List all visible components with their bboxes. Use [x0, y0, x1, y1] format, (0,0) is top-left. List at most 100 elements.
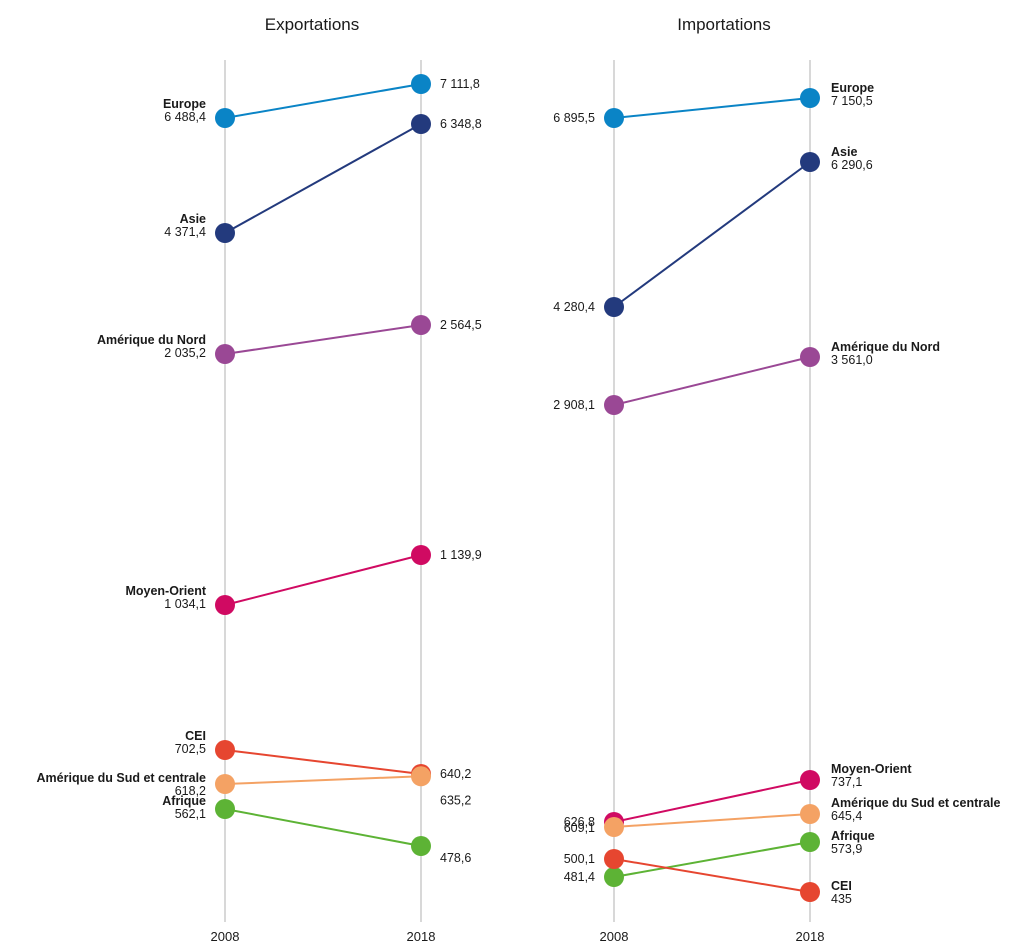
data-label: 609,1 — [564, 821, 595, 835]
data-label: 478,6 — [440, 851, 471, 865]
series-name-label: Asie — [831, 145, 857, 159]
data-label: 2 564,5 — [440, 318, 482, 332]
data-label: 4 371,4 — [164, 225, 206, 239]
data-label: 7 111,8 — [440, 77, 480, 91]
data-point — [800, 770, 820, 790]
data-label: 6 895,5 — [553, 111, 595, 125]
series-line — [613, 858, 811, 893]
data-point — [215, 799, 235, 819]
x-tick-label: 2008 — [211, 929, 240, 944]
data-point — [215, 223, 235, 243]
data-label: 702,5 — [175, 742, 206, 756]
series-line — [224, 324, 422, 355]
data-point — [604, 849, 624, 869]
x-tick-label: 2018 — [796, 929, 825, 944]
data-label: 3 561,0 — [831, 353, 873, 367]
series-line — [224, 749, 422, 775]
data-point — [411, 315, 431, 335]
data-label: 4 280,4 — [553, 300, 595, 314]
data-label: 481,4 — [564, 870, 595, 884]
data-label: 626,8 — [564, 815, 595, 829]
data-label: 1 034,1 — [164, 597, 206, 611]
data-point — [215, 344, 235, 364]
data-label: 640,2 — [440, 767, 471, 781]
data-point — [215, 595, 235, 615]
data-label: 435 — [831, 892, 852, 906]
data-label: 1 139,9 — [440, 548, 482, 562]
data-label: 6 488,4 — [164, 110, 206, 124]
imports-title: Importations — [677, 15, 771, 34]
series-name-label: Afrique — [162, 794, 206, 808]
series-line — [224, 123, 422, 234]
data-point — [604, 395, 624, 415]
data-point — [800, 804, 820, 824]
data-point — [215, 108, 235, 128]
data-point — [800, 832, 820, 852]
series-name-label: Moyen-Orient — [125, 584, 206, 598]
data-label: 635,2 — [440, 793, 471, 807]
data-label: 500,1 — [564, 852, 595, 866]
series-name-label: Amérique du Nord — [97, 333, 206, 347]
series-name-label: CEI — [831, 879, 852, 893]
series-name-label: Europe — [831, 81, 874, 95]
data-point — [215, 774, 235, 794]
data-point — [604, 867, 624, 887]
series-line — [613, 97, 811, 119]
series-name-label: Asie — [180, 212, 206, 226]
data-point — [411, 836, 431, 856]
x-tick-label: 2008 — [600, 929, 629, 944]
series-line — [613, 841, 811, 878]
data-point — [800, 88, 820, 108]
series-line — [613, 779, 811, 823]
series-line — [224, 83, 422, 119]
data-label: 618,2 — [175, 784, 206, 798]
data-point — [411, 114, 431, 134]
series-name-label: Amérique du Sud et centrale — [37, 771, 207, 785]
x-tick-label: 2018 — [407, 929, 436, 944]
data-label: 6 348,8 — [440, 117, 482, 131]
series-name-label: Europe — [163, 97, 206, 111]
data-point — [604, 817, 624, 837]
series-line — [613, 161, 811, 308]
series-line — [613, 356, 811, 406]
data-label: 7 150,5 — [831, 94, 873, 108]
data-point — [800, 882, 820, 902]
series-name-label: Moyen-Orient — [831, 762, 912, 776]
data-label: 2 908,1 — [553, 398, 595, 412]
data-label: 562,1 — [175, 807, 206, 821]
data-point — [411, 766, 431, 787]
data-point — [215, 740, 235, 760]
series-name-label: Amérique du Nord — [831, 340, 940, 354]
series-line — [224, 808, 422, 847]
data-point — [411, 74, 431, 94]
series-line — [224, 554, 422, 606]
data-label: 645,4 — [831, 809, 862, 823]
data-label: 6 290,6 — [831, 158, 873, 172]
series-line — [613, 813, 811, 828]
data-label: 573,9 — [831, 842, 862, 856]
data-label: 2 035,2 — [164, 346, 206, 360]
series-name-label: Afrique — [831, 829, 875, 843]
data-point — [800, 347, 820, 367]
data-point — [604, 108, 624, 128]
series-name-label: Amérique du Sud et centrale — [831, 796, 1001, 810]
series-name-label: CEI — [185, 729, 206, 743]
exports-title: Exportations — [265, 15, 360, 34]
data-label: 737,1 — [831, 775, 862, 789]
